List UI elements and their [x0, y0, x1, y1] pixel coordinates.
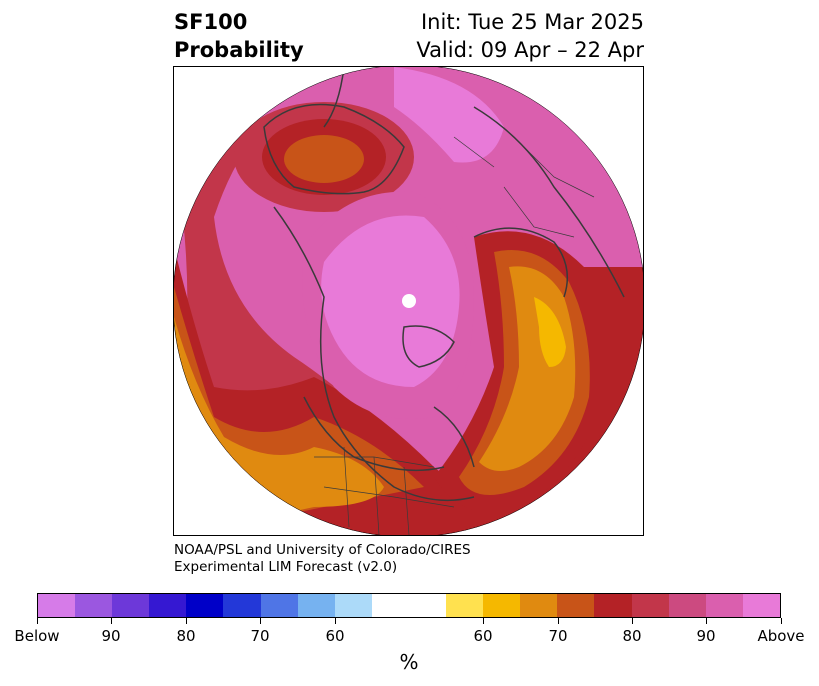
colorbar-tick-label: Above	[757, 627, 805, 645]
colorbar-segment	[223, 594, 261, 617]
colorbar-segment	[483, 594, 521, 617]
colorbar	[37, 593, 781, 618]
colorbar-segment	[334, 594, 372, 617]
colorbar-tick-label: Below	[14, 627, 60, 645]
colorbar-tick-label: 90	[101, 627, 121, 645]
init-date: Init: Tue 25 Mar 2025	[420, 10, 644, 34]
colorbar-tick	[335, 618, 336, 624]
colorbar-tick-label: 60	[325, 627, 345, 645]
colorbar-segment	[705, 594, 743, 617]
colorbar-tick-label: 70	[548, 627, 568, 645]
colorbar-tick	[111, 618, 112, 624]
forecast-dates: Init: Tue 25 Mar 2025 Valid: 09 Apr – 22…	[416, 8, 644, 64]
colorbar-segment	[594, 594, 632, 617]
credit-line-2: Experimental LIM Forecast (v2.0)	[174, 559, 398, 575]
title-line-2: Probability	[174, 38, 304, 62]
coastlines	[263, 67, 625, 502]
field-plume-60	[534, 297, 566, 367]
colorbar-tick-label: 80	[176, 627, 196, 645]
country-borders	[314, 136, 595, 535]
map-panel	[173, 66, 644, 536]
colorbar-tick	[632, 618, 633, 624]
colorbar-segment	[557, 594, 595, 617]
colorbar-segment	[75, 594, 113, 617]
colorbar-segment	[446, 594, 484, 617]
title-line-1: SF100	[174, 10, 248, 34]
valid-range: Valid: 09 Apr – 22 Apr	[416, 38, 644, 62]
colorbar-segment	[112, 594, 150, 617]
credit-line-1: NOAA/PSL and University of Colorado/CIRE…	[174, 542, 471, 558]
north-pole-marker	[402, 294, 416, 308]
colorbar-segment	[520, 594, 558, 617]
colorbar-segment	[149, 594, 187, 617]
colorbar-tick	[37, 618, 38, 624]
credit-text: NOAA/PSL and University of Colorado/CIRE…	[174, 542, 471, 576]
colorbar-segment	[371, 594, 447, 617]
colorbar-segment	[38, 594, 76, 617]
colorbar-units: %	[399, 650, 419, 674]
colorbar-segment	[742, 594, 780, 617]
colorbar-segment	[297, 594, 335, 617]
colorbar-tick	[781, 618, 782, 624]
colorbar-tick	[260, 618, 261, 624]
field-north-above	[394, 67, 504, 163]
colorbar-tick-label: 80	[622, 627, 642, 645]
colorbar-tick	[483, 618, 484, 624]
colorbar-tick	[706, 618, 707, 624]
colorbar-segment	[186, 594, 224, 617]
colorbar-segment	[260, 594, 298, 617]
colorbar-tick	[558, 618, 559, 624]
field-cell-70	[284, 135, 364, 183]
field-high-above	[321, 215, 460, 387]
colorbar-segment	[631, 594, 669, 617]
colorbar-segment	[668, 594, 706, 617]
map-title: SF100 Probability	[174, 8, 304, 64]
colorbar-tick	[186, 618, 187, 624]
polar-map	[174, 67, 643, 535]
colorbar-tick-label: 90	[696, 627, 716, 645]
colorbar-tick-label: 70	[250, 627, 270, 645]
colorbar-tick-label: 60	[473, 627, 493, 645]
